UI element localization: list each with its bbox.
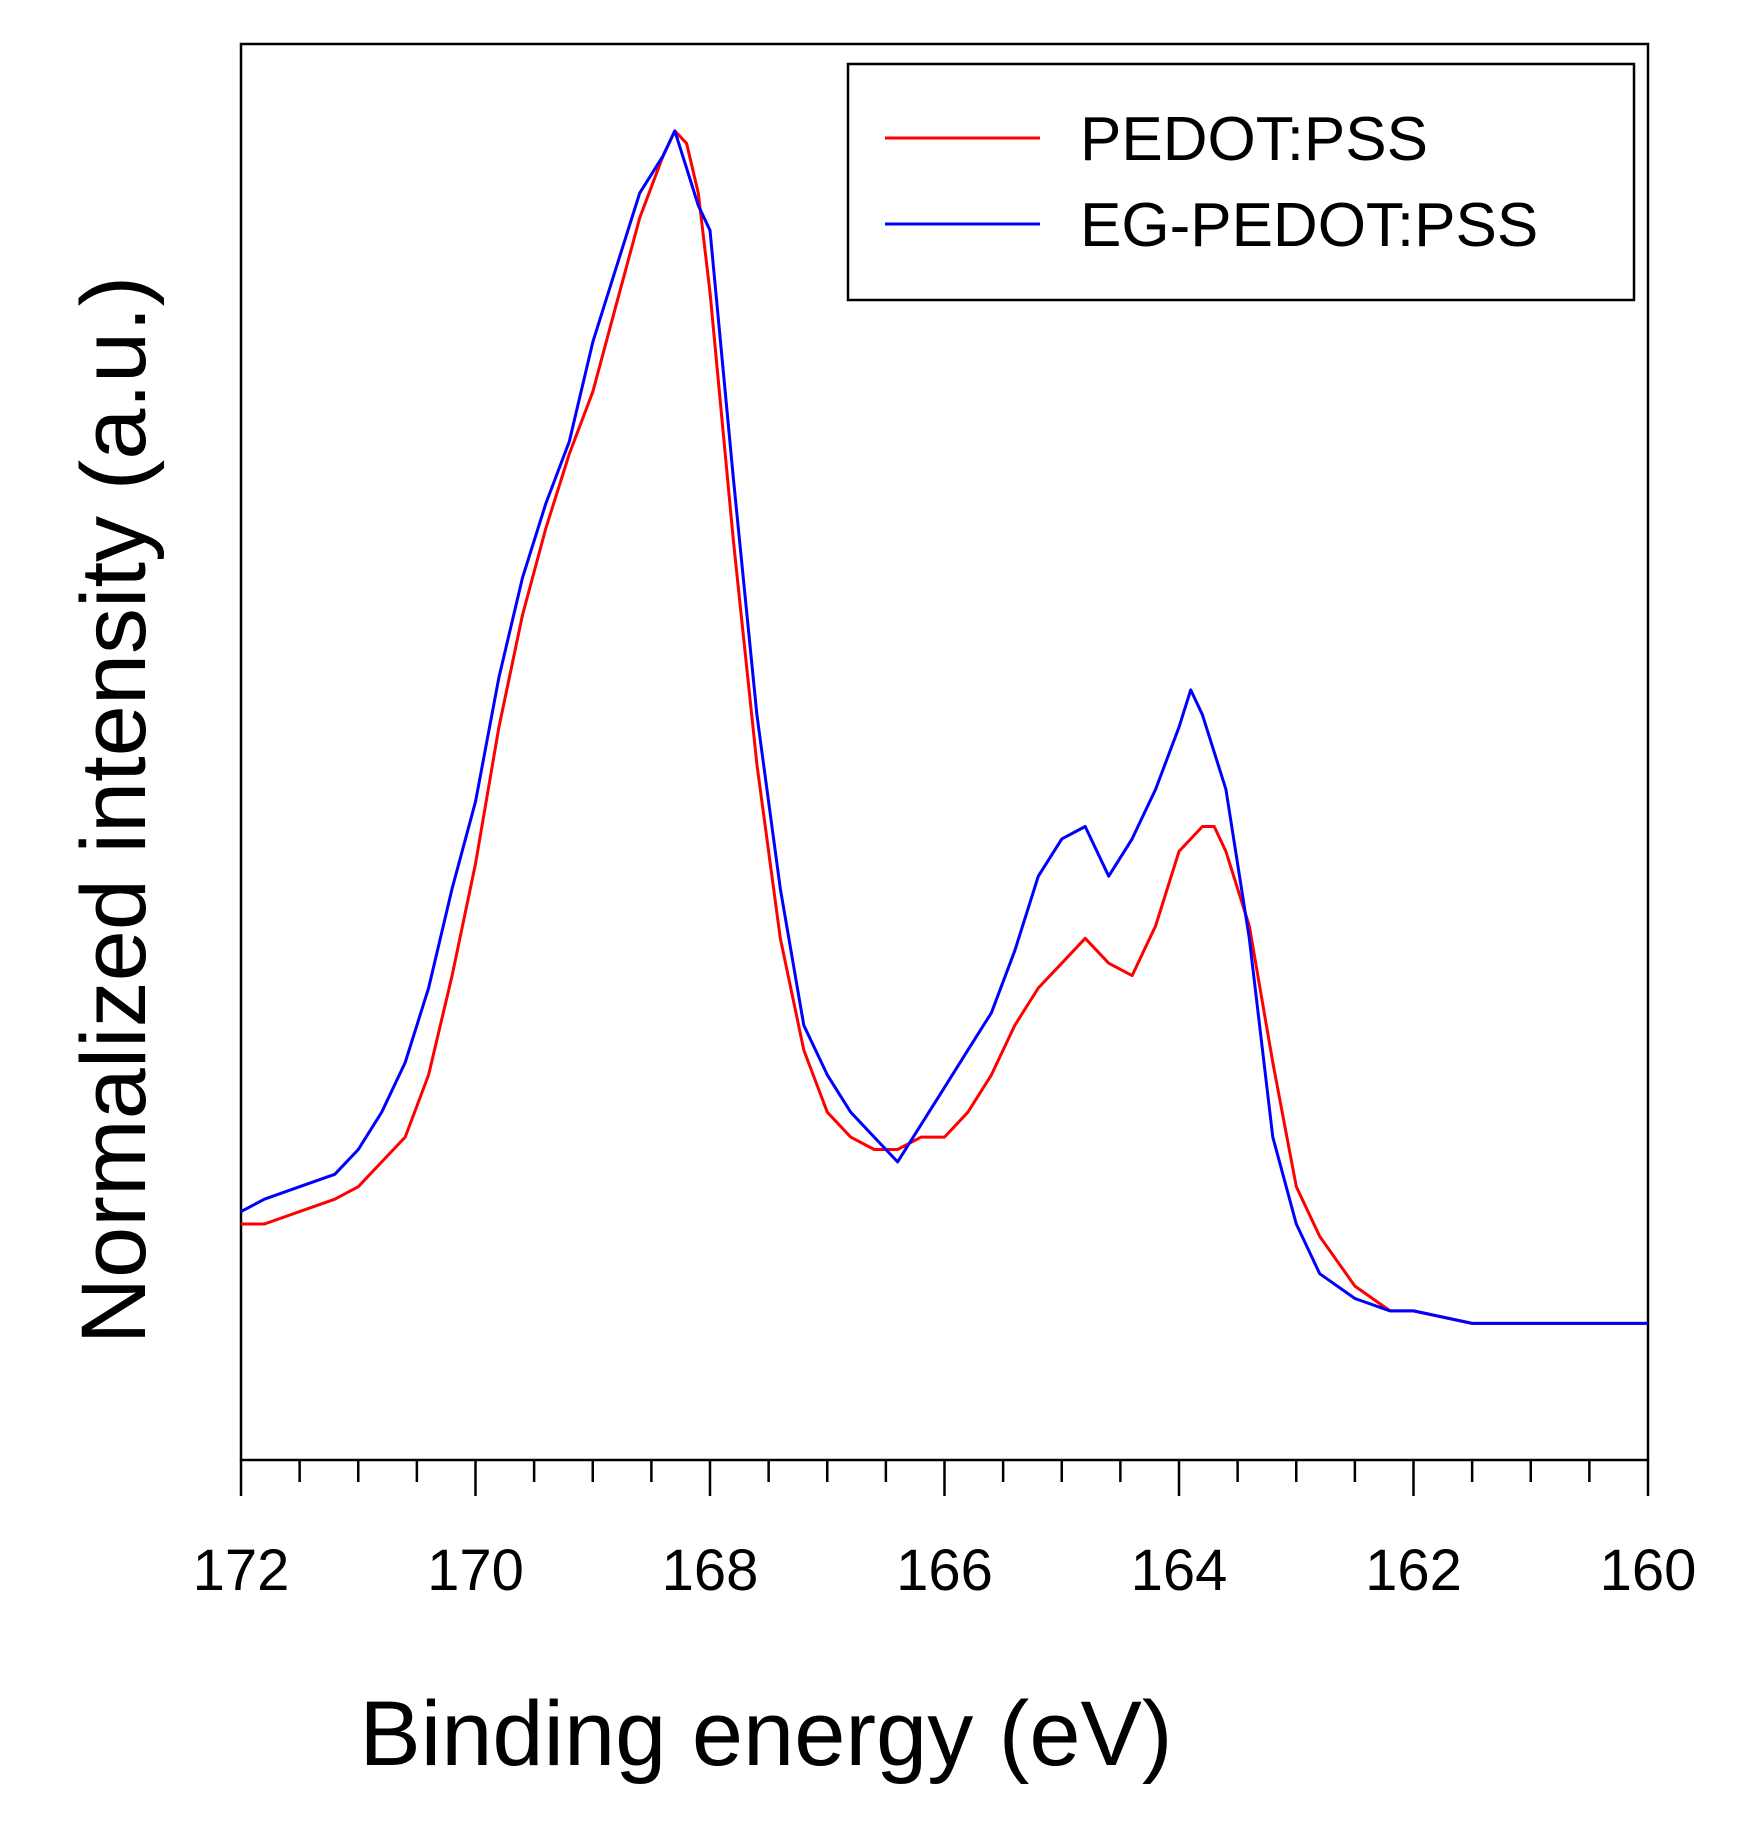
legend-label-eg-pedot-pss: EG-PEDOT:PSS bbox=[1080, 191, 1538, 260]
x-axis-ticks bbox=[239, 1460, 1650, 1496]
y-axis-title: Normalized intensity (a.u.) bbox=[63, 276, 165, 1345]
legend: PEDOT:PSS EG-PEDOT:PSS bbox=[846, 62, 1636, 302]
series-lines bbox=[240, 129, 1648, 1325]
x-tick-label: 172 bbox=[193, 1538, 290, 1603]
series-line-eg-pedot-pss bbox=[240, 129, 1648, 1325]
x-tick-label: 166 bbox=[896, 1538, 993, 1603]
x-tick-label: 164 bbox=[1131, 1538, 1228, 1603]
x-axis-tick-labels: 172 170 168 166 164 162 160 bbox=[193, 1538, 1697, 1603]
x-axis-title: Binding energy (eV) bbox=[359, 1683, 1172, 1785]
x-tick-label: 168 bbox=[662, 1538, 759, 1603]
series-line-pedot-pss bbox=[241, 129, 1648, 1325]
legend-label-pedot-pss: PEDOT:PSS bbox=[1080, 105, 1428, 174]
x-tick-label: 162 bbox=[1365, 1538, 1462, 1603]
x-tick-label: 160 bbox=[1600, 1538, 1697, 1603]
legend-box bbox=[846, 62, 1636, 302]
x-tick-label: 170 bbox=[427, 1538, 524, 1603]
